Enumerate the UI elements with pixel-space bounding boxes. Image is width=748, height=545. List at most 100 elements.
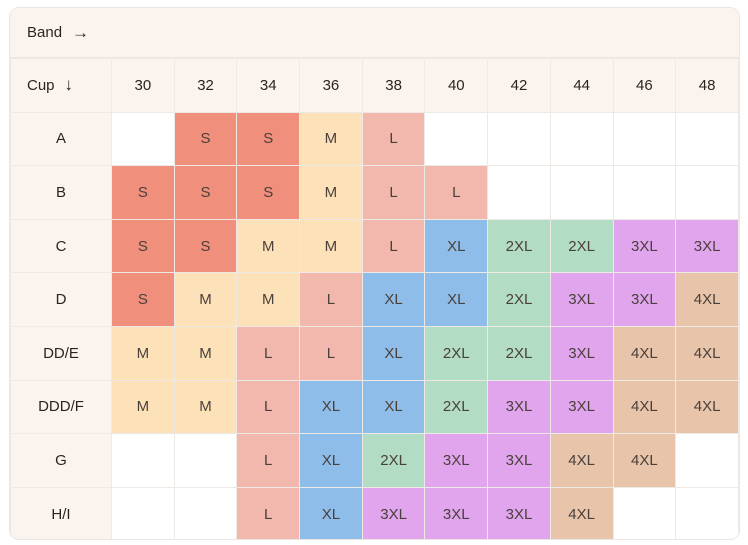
size-cell (111, 433, 175, 488)
size-cell (487, 165, 551, 220)
size-cell: 2XL (424, 325, 489, 381)
arrow-down-icon: ↓ (64, 75, 74, 95)
size-cell: M (173, 272, 238, 327)
size-cell: 4XL (549, 486, 614, 539)
cup-row-header: H/I (10, 486, 112, 539)
size-cell (173, 433, 238, 488)
size-cell (549, 111, 614, 167)
band-values-row: Cup ↓ 30 32 34 36 38 40 42 44 46 48 (10, 58, 739, 113)
size-cell (612, 165, 677, 220)
size-cell: L (236, 486, 301, 539)
size-cell: XL (361, 379, 426, 435)
table-row: C S S M M L XL 2XL 2XL 3XL 3XL (10, 218, 739, 274)
size-cell: 2XL (549, 218, 614, 274)
band-header-30: 30 (111, 58, 175, 113)
band-header-48: 48 (675, 58, 739, 113)
size-cell (111, 486, 175, 539)
size-cell: L (361, 165, 426, 220)
size-cell: L (361, 111, 426, 167)
size-cell: 2XL (424, 379, 489, 435)
size-cell: S (111, 272, 175, 327)
cup-row-header: DDD/F (10, 379, 112, 435)
size-cell: XL (299, 433, 363, 488)
size-cell (675, 111, 739, 167)
size-cell: 2XL (487, 272, 551, 327)
band-header-46: 46 (612, 58, 677, 113)
size-cell: XL (361, 272, 426, 327)
size-cell: 3XL (675, 218, 739, 274)
arrow-right-icon: → (72, 22, 90, 42)
size-cell (612, 486, 677, 539)
size-cell: M (173, 325, 238, 381)
size-cell (424, 111, 489, 167)
band-header-40: 40 (424, 58, 489, 113)
size-cell: L (236, 325, 301, 381)
size-cell: S (111, 218, 175, 274)
size-cell: M (173, 379, 238, 435)
size-cell: 4XL (675, 325, 739, 381)
size-cell: L (236, 379, 301, 435)
size-cell: 3XL (424, 486, 489, 539)
cup-label: Cup (27, 77, 55, 95)
size-cell: S (111, 165, 175, 220)
size-cell: S (236, 111, 301, 167)
cup-header-cell: Cup ↓ (10, 58, 112, 113)
size-cell: L (299, 272, 363, 327)
band-header-row: Band → (10, 8, 739, 58)
size-cell (549, 165, 614, 220)
size-cell: 3XL (487, 486, 551, 539)
size-cell: 4XL (549, 433, 614, 488)
table-row: D S M M L XL XL 2XL 3XL 3XL 4XL (10, 272, 739, 327)
size-cell (173, 486, 238, 539)
size-cell (487, 111, 551, 167)
size-cell: S (173, 165, 238, 220)
size-cell (675, 165, 739, 220)
size-cell: L (361, 218, 426, 274)
band-label: Band (27, 24, 63, 41)
size-cell: L (299, 325, 363, 381)
size-cell: 3XL (487, 379, 551, 435)
size-cell: XL (361, 325, 426, 381)
size-cell: 3XL (424, 433, 489, 488)
table-row: H/I L XL 3XL 3XL 3XL 4XL (10, 486, 739, 539)
size-cell (675, 486, 739, 539)
size-cell: 3XL (487, 433, 551, 488)
size-cell: S (173, 218, 238, 274)
size-cell (111, 111, 175, 167)
band-header-32: 32 (173, 58, 238, 113)
size-cell: 4XL (612, 379, 677, 435)
size-cell: M (236, 272, 301, 327)
size-cell: XL (424, 218, 489, 274)
size-cell: 2XL (487, 325, 551, 381)
size-cell: 3XL (549, 379, 614, 435)
table-row: DD/E M M L L XL 2XL 2XL 3XL 4XL 4XL (10, 325, 739, 381)
band-header-38: 38 (361, 58, 426, 113)
size-cell: 2XL (487, 218, 551, 274)
cup-row-header: DD/E (10, 325, 112, 381)
size-cell: 3XL (612, 218, 677, 274)
band-header-34: 34 (236, 58, 301, 113)
size-cell: M (236, 218, 301, 274)
cup-row-header: A (10, 111, 112, 167)
size-cell (612, 111, 677, 167)
table-row: DDD/F M M L XL XL 2XL 3XL 3XL 4XL 4XL (10, 379, 739, 435)
band-header-36: 36 (299, 58, 363, 113)
size-cell: 2XL (361, 433, 426, 488)
size-cell: M (299, 165, 363, 220)
size-cell: 4XL (675, 272, 739, 327)
size-cell: XL (299, 486, 363, 539)
size-cell: S (173, 111, 238, 167)
cup-row-header: B (10, 165, 112, 220)
size-cell: XL (424, 272, 489, 327)
size-cell: L (424, 165, 489, 220)
size-cell: L (236, 433, 301, 488)
size-cell: XL (299, 379, 363, 435)
table-row: G L XL 2XL 3XL 3XL 4XL 4XL (10, 433, 739, 488)
size-cell: 4XL (675, 379, 739, 435)
size-cell: S (236, 165, 301, 220)
size-cell: 4XL (612, 325, 677, 381)
size-cell (675, 433, 739, 488)
size-cell: 3XL (361, 486, 426, 539)
